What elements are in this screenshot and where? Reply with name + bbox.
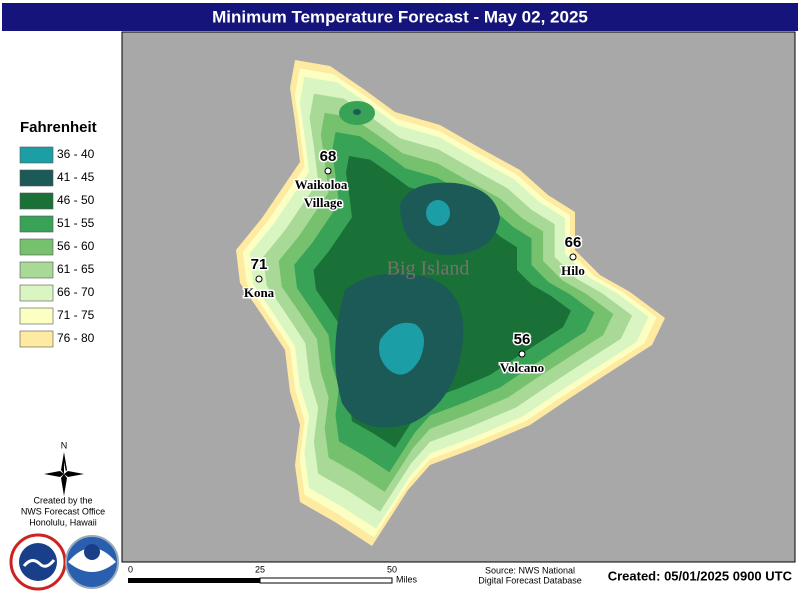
legend-swatch <box>19 146 54 164</box>
city-temp: 56 <box>514 331 531 348</box>
contour <box>426 200 450 226</box>
city-name: Kona <box>244 285 275 300</box>
title: Minimum Temperature Forecast - May 02, 2… <box>212 7 588 26</box>
source-line: Source: NWS National <box>485 565 575 575</box>
source-line: Digital Forecast Database <box>478 575 582 585</box>
legend-label: 46 - 50 <box>57 193 95 207</box>
city-marker <box>324 167 332 175</box>
region-label: Big Island <box>387 258 470 280</box>
credit-line: Honolulu, Hawaii <box>29 517 97 527</box>
city-name: Village <box>304 195 343 210</box>
compass-label: N <box>61 440 68 450</box>
city-name: Hilo <box>561 263 585 278</box>
city-temp: 66 <box>565 234 582 251</box>
island <box>236 60 665 546</box>
contour <box>400 182 500 255</box>
credit-line: NWS Forecast Office <box>21 506 105 516</box>
cities: 68 Waikoloa Village 71 Kona 66 Hilo 56 Volcano <box>242 146 586 376</box>
legend: 36 - 40 41 - 45 46 - 50 51 - 55 56 - 60 61 - … <box>19 146 95 348</box>
noaa-logo <box>65 535 119 589</box>
compass: N <box>44 440 84 496</box>
scale-unit: Miles <box>396 574 418 584</box>
legend-label: 56 - 60 <box>57 239 95 253</box>
nws-logo <box>9 533 67 591</box>
legend-swatch <box>19 215 54 233</box>
city-marker <box>255 275 263 283</box>
legend-swatch <box>19 330 54 348</box>
credit-line: Created by the <box>33 495 92 505</box>
legend-swatch <box>19 261 54 279</box>
city-name: Waikoloa <box>295 177 348 192</box>
scale-label: 25 <box>255 564 265 574</box>
legend-swatch <box>19 192 54 210</box>
city-name: Volcano <box>500 360 544 375</box>
title-bar <box>2 3 798 31</box>
contour <box>379 322 424 375</box>
scale-label: 0 <box>128 564 133 574</box>
legend-label: 41 - 45 <box>57 170 95 184</box>
city-marker <box>518 350 526 358</box>
legend-swatch <box>19 307 54 325</box>
legend-label: 76 - 80 <box>57 331 95 345</box>
legend-label: 36 - 40 <box>57 147 95 161</box>
legend-title: Fahrenheit <box>20 119 97 136</box>
legend-label: 51 - 55 <box>57 216 95 230</box>
legend-swatch <box>19 284 54 302</box>
legend-label: 66 - 70 <box>57 285 95 299</box>
created-stamp: Created: 05/01/2025 0900 UTC <box>608 568 793 583</box>
legend-label: 71 - 75 <box>57 308 95 322</box>
scale-bar: 0 25 50 Miles <box>128 564 418 584</box>
legend-swatch <box>19 169 54 187</box>
scale-label: 50 <box>387 564 397 574</box>
legend-swatch <box>19 238 54 256</box>
contour <box>353 109 361 115</box>
legend-label: 61 - 65 <box>57 262 95 276</box>
city-marker <box>569 253 577 261</box>
city-temp: 71 <box>251 256 268 273</box>
city-temp: 68 <box>320 148 337 165</box>
